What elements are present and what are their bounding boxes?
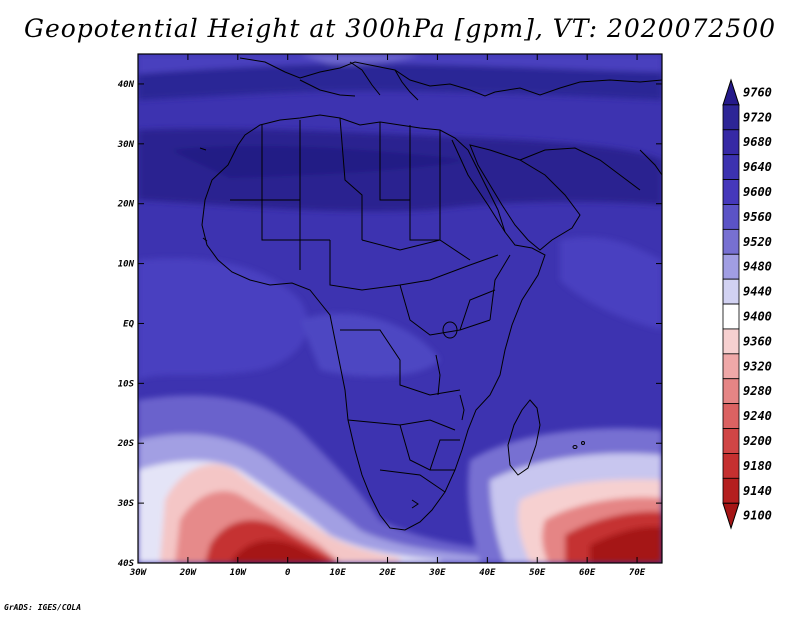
x-axis: 30W 20W 10W 0 10E 20E 30E 40E 50E 60E 70E xyxy=(129,54,646,578)
colorbar-label: 9520 xyxy=(743,235,772,249)
colorbar-label: 9140 xyxy=(743,484,772,498)
colorbar-swatch xyxy=(722,154,740,180)
colorbar-swatch xyxy=(722,378,740,405)
colorbar-label: 9200 xyxy=(743,434,772,448)
colorbar-swatch xyxy=(722,179,740,205)
colorbar-label: 9440 xyxy=(743,285,772,299)
colorbar-bottom-arrow xyxy=(722,502,740,530)
x-tick-label: 70E xyxy=(629,568,646,578)
x-tick-label: 50E xyxy=(529,568,546,578)
x-tick-label: 20E xyxy=(378,568,396,578)
colorbar-swatch xyxy=(722,278,740,305)
colorbar-label: 9600 xyxy=(743,185,772,199)
colorbar-label: 9400 xyxy=(743,310,772,324)
colorbar-swatch xyxy=(722,104,740,131)
x-tick-label: 30W xyxy=(129,568,148,578)
colorbar-label: 9180 xyxy=(743,459,772,473)
y-tick-label: 40S xyxy=(118,559,135,569)
y-tick-label: 20N xyxy=(117,200,135,210)
colorbar-swatch xyxy=(722,253,740,280)
y-tick-label: 30S xyxy=(117,499,135,509)
x-tick-label: 0 xyxy=(285,568,291,578)
colorbar-label: 9100 xyxy=(743,509,772,523)
x-tick-label: 60E xyxy=(579,568,596,578)
colorbar-label: 9280 xyxy=(743,384,772,398)
y-tick-label: EQ xyxy=(123,319,134,329)
map-frame xyxy=(137,53,663,564)
colorbar-swatch xyxy=(722,477,740,504)
colorbar-label: 9320 xyxy=(743,359,772,373)
colorbar-swatch xyxy=(722,328,740,355)
colorbar-label: 9560 xyxy=(743,210,772,224)
colorbar-label: 9720 xyxy=(743,110,772,124)
x-tick-label: 40E xyxy=(479,568,496,578)
map-title: Geopotential Height at 300hPa [gpm], VT:… xyxy=(23,14,777,43)
x-tick-label: 10W xyxy=(230,568,248,578)
colorbar-swatch xyxy=(722,228,740,255)
colorbar-swatch xyxy=(722,303,740,330)
colorbar-swatch xyxy=(722,129,740,156)
y-tick-label: 10N xyxy=(118,260,135,270)
grads-credit: GrADS: IGES/COLA xyxy=(4,603,82,612)
colorbar-top-arrow xyxy=(722,78,740,106)
colorbar: 9760 9720 9680 9640 9600 9560 9520 9480 9440 9400… xyxy=(722,78,772,530)
colorbar-swatch xyxy=(722,453,740,479)
colorbar-label: 9240 xyxy=(743,409,772,423)
y-tick-label: 30N xyxy=(117,140,135,150)
y-tick-label: 20S xyxy=(117,439,135,449)
colorbar-label: 9480 xyxy=(743,260,772,274)
colorbar-label: 9640 xyxy=(743,160,772,174)
y-tick-label: 10S xyxy=(118,379,135,389)
colorbar-label: 9760 xyxy=(743,85,772,99)
colorbar-swatch xyxy=(722,403,740,429)
colorbar-swatch xyxy=(722,204,740,230)
colorbar-label: 9680 xyxy=(743,135,772,149)
y-tick-label: 40N xyxy=(118,80,135,90)
coastlines xyxy=(199,57,662,531)
y-axis: 40S 30S 20S 10S EQ 10N 20N 30N 40N xyxy=(117,80,662,569)
x-tick-label: 30E xyxy=(428,568,446,578)
colorbar-swatch xyxy=(722,428,740,454)
colorbar-label: 9360 xyxy=(743,334,772,348)
x-tick-label: 10E xyxy=(329,568,346,578)
x-tick-label: 20W xyxy=(179,568,198,578)
colorbar-swatch xyxy=(722,353,740,380)
height-field xyxy=(138,54,662,563)
